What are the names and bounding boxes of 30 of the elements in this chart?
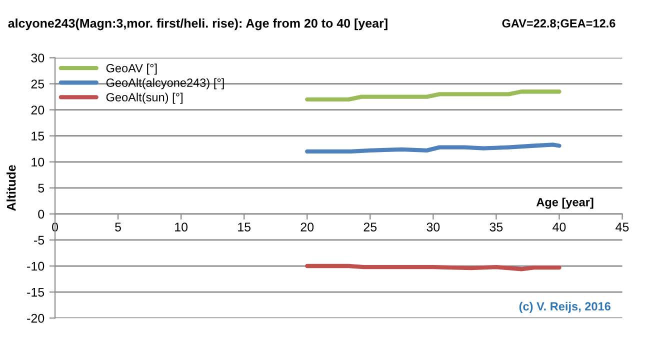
- y-tick-label: -5: [34, 236, 44, 245]
- y-tick-label: 0: [38, 210, 44, 219]
- x-tick-label: 15: [238, 222, 251, 232]
- x-tick-label: 10: [175, 222, 188, 232]
- x-tick-label: 30: [426, 222, 440, 232]
- legend-label: GeoAlt(alcyone243) [°]: [106, 78, 224, 90]
- x-tick-label: 35: [490, 222, 503, 232]
- line-series: [305, 142, 562, 154]
- y-tick-label: 30: [31, 54, 44, 62]
- x-tick-label: 5: [115, 222, 121, 232]
- y-tick-label: -20: [27, 314, 44, 323]
- x-tick-label: 40: [552, 222, 566, 232]
- y-tick-label: -15: [27, 288, 44, 297]
- y-tick-label: 10: [32, 158, 44, 167]
- text: GAV=22.8;GEA=12.6: [502, 19, 616, 30]
- x-tick-label: 45: [616, 222, 629, 232]
- y-tick-label: -10: [27, 262, 44, 271]
- y-axis-title: Altitude: [6, 165, 16, 211]
- y-tick-label: 20: [31, 106, 44, 114]
- legend-label: GeoAV [°]: [106, 64, 157, 75]
- chart-title: alcyone243(Magn:3,mor. first/heli. rise): Age from 20 to 40 [year]: [8, 18, 388, 30]
- y-tick-label: 5: [38, 184, 44, 193]
- x-tick-label: 25: [364, 222, 377, 232]
- y-tick-label: 25: [31, 80, 44, 88]
- line-series: [305, 90, 562, 102]
- x-axis-title: Age [year]: [536, 198, 594, 209]
- legend-label: GeoAlt(sun) [°]: [106, 92, 182, 104]
- x-tick-label: 20: [300, 222, 314, 232]
- y-tick-label: 15: [32, 132, 44, 141]
- annotation: (c) V. Reijs, 2016: [519, 302, 610, 313]
